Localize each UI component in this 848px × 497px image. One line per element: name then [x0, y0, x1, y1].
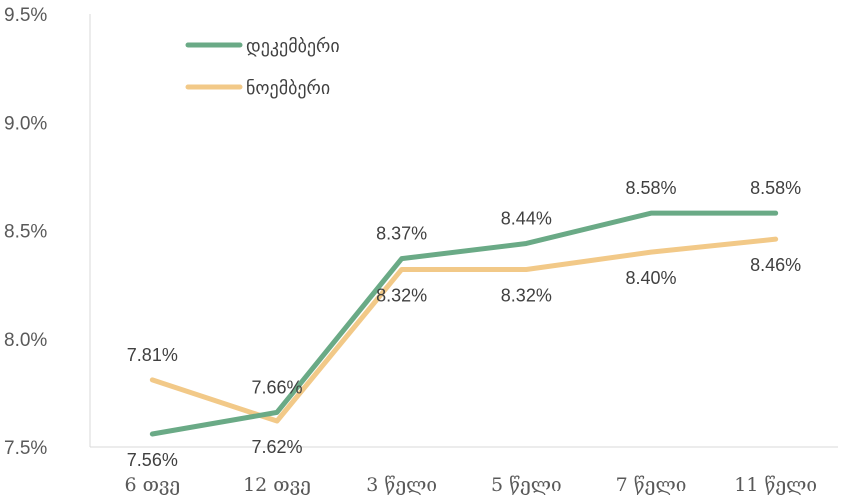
- data-labels: 7.56% 7.66% 8.37% 8.44% 8.58% 8.58% 7.81% 7.62%…: [127, 178, 801, 470]
- data-label: 8.58%: [750, 178, 801, 198]
- x-tick-label: 5 წელი: [491, 474, 562, 496]
- y-axis-tick-labels: 7.5% 8.0% 8.5% 9.0% 9.5%: [4, 5, 47, 459]
- data-label: 8.32%: [376, 285, 427, 305]
- data-label: 8.37%: [376, 224, 427, 244]
- data-label: 8.32%: [501, 285, 552, 305]
- x-tick-label: 11 წელი: [734, 474, 817, 496]
- y-tick-label: 8.5%: [4, 222, 47, 243]
- y-tick-label: 8.0%: [4, 330, 47, 351]
- series-line-december: [149, 210, 779, 437]
- data-label: 8.46%: [750, 255, 801, 275]
- y-tick-label: 9.0%: [4, 113, 47, 134]
- legend: დეკემბერი ნოემბერი: [185, 36, 340, 99]
- data-label: 7.66%: [251, 377, 302, 397]
- x-tick-label: 3 წელი: [366, 474, 437, 496]
- data-label: 8.44%: [501, 208, 552, 228]
- x-axis-tick-labels: 6 თვე 12 თვე 3 წელი 5 წელი 7 წელი 11 წელი: [124, 474, 817, 496]
- x-tick-label: 6 თვე: [124, 474, 180, 496]
- x-tick-label: 7 წელი: [616, 474, 687, 496]
- data-label: 7.56%: [127, 450, 178, 470]
- data-label: 7.62%: [251, 437, 302, 457]
- legend-label: დეკემბერი: [246, 36, 340, 57]
- series-lines: [149, 210, 779, 437]
- data-label: 7.81%: [127, 345, 178, 365]
- data-label: 8.58%: [625, 178, 676, 198]
- series-line-november: [149, 236, 779, 424]
- y-tick-label: 9.5%: [4, 5, 47, 26]
- data-label: 8.40%: [625, 268, 676, 288]
- legend-label: ნოემბერი: [246, 78, 330, 99]
- y-tick-label: 7.5%: [4, 438, 47, 459]
- x-tick-label: 12 თვე: [243, 474, 311, 496]
